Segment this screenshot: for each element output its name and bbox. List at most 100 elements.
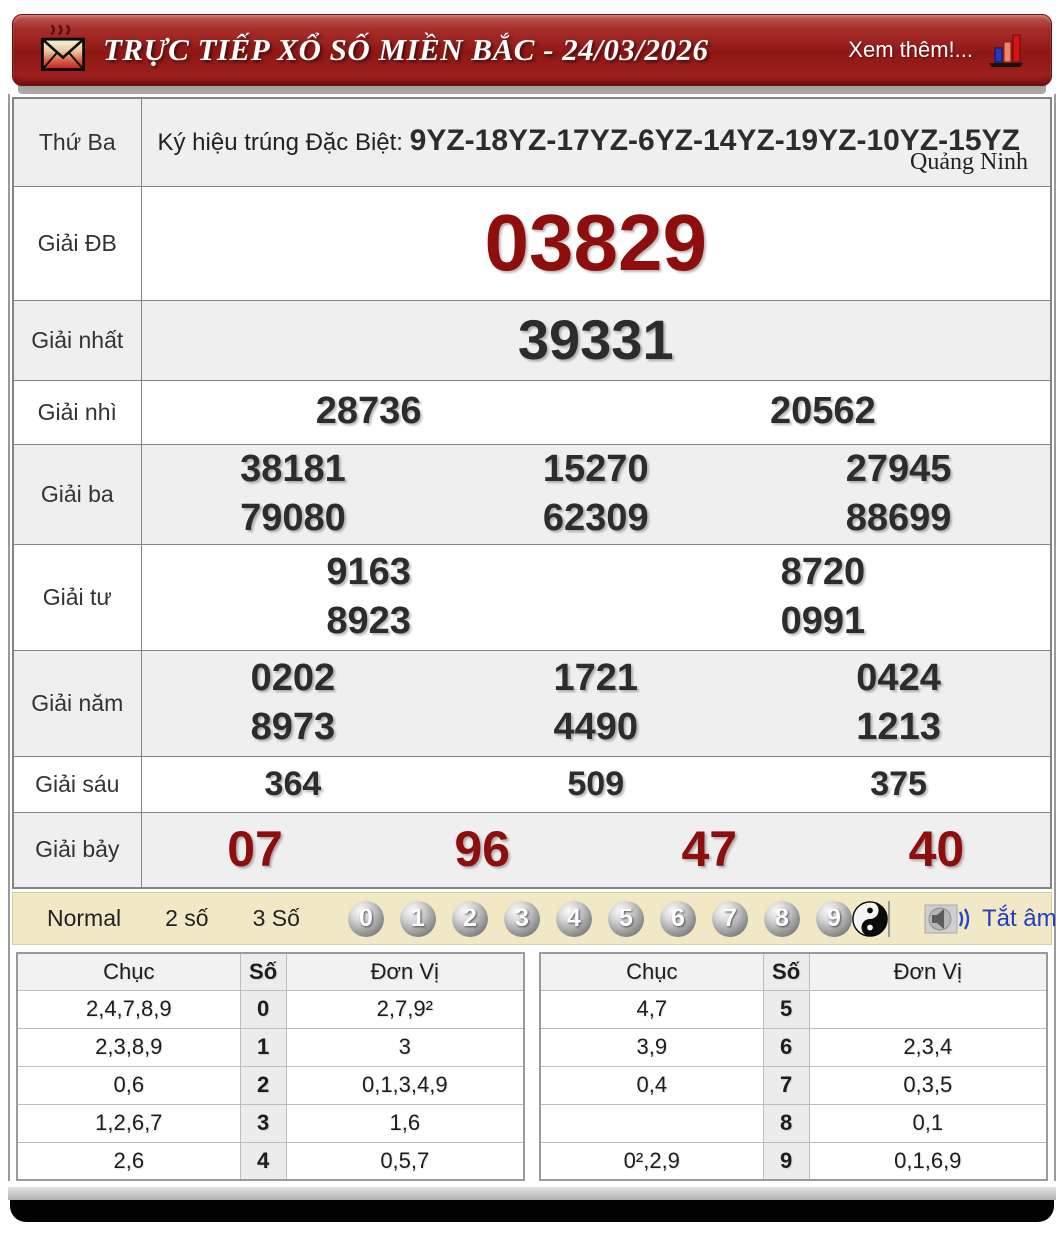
number-ball-4[interactable]: 4 bbox=[555, 900, 592, 937]
stats-cell-so: 0 bbox=[239, 989, 287, 1029]
prize-label: Giải bảy bbox=[12, 811, 142, 889]
prize-label: Giải nhất bbox=[12, 299, 142, 381]
stats-cell-donvi: 1,6 bbox=[285, 1103, 525, 1143]
stats-cell-donvi: 0,3,5 bbox=[808, 1065, 1048, 1105]
stats-cell-donvi: 3 bbox=[285, 1027, 525, 1067]
stats-cell-donvi: 2,7,9² bbox=[285, 989, 525, 1029]
stats-cell-chuc: 0²,2,9 bbox=[539, 1141, 764, 1181]
mute-button[interactable]: Tắt âm bbox=[981, 904, 1057, 932]
stats-cell-chuc: 1,2,6,7 bbox=[16, 1103, 241, 1143]
header-bar: TRỰC TIẾP XỔ SỐ MIỀN BẮC - 24/03/2026 Xe… bbox=[12, 14, 1052, 86]
stats-cell-donvi: 0,1,3,4,9 bbox=[285, 1065, 525, 1105]
stats-row: 4,7 5 bbox=[539, 989, 1048, 1029]
prize-number: 8923 bbox=[326, 600, 411, 642]
stats-cell-chuc: 0,6 bbox=[16, 1065, 241, 1105]
prize-row-sau: Giải sáu 364 509 375 bbox=[12, 755, 1052, 813]
see-more-link[interactable]: Xem thêm!... bbox=[848, 37, 973, 62]
prize-number: 38181 bbox=[240, 447, 346, 490]
stats-row: 1,2,6,7 3 1,6 bbox=[16, 1103, 525, 1143]
number-ball-5[interactable]: 5 bbox=[607, 900, 644, 937]
prize-row-nhi: Giải nhì 28736 20562 bbox=[12, 379, 1052, 445]
yin-yang-ball[interactable] bbox=[852, 900, 888, 937]
stats-cell-chuc: 4,7 bbox=[539, 989, 764, 1029]
stats-table-right: Chục Số Đơn Vị 4,7 5 3,9 6 2,3,4 0,4 7 0,3,5 8 0,… bbox=[539, 952, 1048, 1181]
prize-numbers-cell: 364 509 375 bbox=[140, 755, 1052, 813]
separator bbox=[887, 900, 890, 937]
prize-label: Giải nhì bbox=[12, 379, 142, 445]
province-label: Quảng Ninh bbox=[910, 148, 1028, 175]
mode-2-digits[interactable]: 2 số bbox=[165, 905, 209, 931]
number-ball-6[interactable]: 6 bbox=[659, 900, 696, 937]
stats-cell-so: 7 bbox=[762, 1065, 810, 1105]
prize-number: 20562 bbox=[770, 390, 876, 433]
number-ball-7[interactable]: 7 bbox=[711, 900, 748, 937]
number-ball-1[interactable]: 1 bbox=[399, 900, 436, 937]
prize-numbers-cell: 03829 bbox=[140, 185, 1052, 301]
prize-number: 509 bbox=[567, 764, 625, 803]
prize-number: 364 bbox=[264, 764, 322, 803]
stats-cell-chuc bbox=[539, 1103, 764, 1143]
prize-number: 1213 bbox=[856, 706, 941, 748]
prize-number: 375 bbox=[870, 764, 927, 803]
number-ball-0[interactable]: 0 bbox=[347, 900, 384, 937]
prize-row-tu: Giải tư 9163 8720 8923 0991 bbox=[12, 543, 1052, 651]
stats-section: Chục Số Đơn Vị 2,4,7,8,9 0 2,7,9² 2,3,8,9 1 3… bbox=[16, 952, 1048, 1181]
content-frame: Thứ Ba Ký hiệu trúng Đặc Biệt: 9YZ-18YZ-… bbox=[8, 94, 1057, 1181]
stats-cell-chuc: 2,6 bbox=[16, 1141, 241, 1181]
stats-row: 0,6 2 0,1,3,4,9 bbox=[16, 1065, 525, 1105]
mode-3-digits[interactable]: 3 Số bbox=[252, 905, 300, 931]
prize-number: 0202 bbox=[250, 656, 336, 699]
prize-label: Giải ba bbox=[12, 443, 142, 545]
prize-number: 0424 bbox=[856, 656, 941, 699]
stats-table-left: Chục Số Đơn Vị 2,4,7,8,9 0 2,7,9² 2,3,8,9 1 3… bbox=[16, 952, 525, 1181]
prize-number: 47 bbox=[681, 821, 738, 878]
prize-number: 27945 bbox=[845, 447, 952, 490]
prize-number: 96 bbox=[454, 821, 510, 878]
prize-number: 40 bbox=[908, 821, 965, 878]
stats-cell-chuc: 2,3,8,9 bbox=[16, 1027, 241, 1067]
stats-header-chuc: Chục bbox=[539, 952, 764, 991]
sign-codes: 9YZ-18YZ-17YZ-6YZ-14YZ-19YZ-10YZ-15YZ bbox=[409, 124, 1020, 158]
stats-cell-donvi: 0,1,6,9 bbox=[808, 1141, 1048, 1181]
stats-row: 8 0,1 bbox=[539, 1103, 1048, 1143]
stats-cell-so: 4 bbox=[239, 1141, 287, 1181]
prize-number: 03829 bbox=[484, 198, 707, 287]
prize-number: 62309 bbox=[542, 497, 649, 539]
stats-row: 2,6 4 0,5,7 bbox=[16, 1141, 525, 1181]
prize-label: Giải năm bbox=[12, 649, 142, 757]
mute-group[interactable]: Tắt âm bbox=[887, 900, 1057, 937]
number-ball-3[interactable]: 3 bbox=[503, 900, 540, 937]
prize-number: 0991 bbox=[780, 600, 866, 642]
stats-body-left: 2,4,7,8,9 0 2,7,9² 2,3,8,9 1 3 0,6 2 0,1,3,4,9 1,… bbox=[16, 989, 525, 1181]
stats-cell-so: 1 bbox=[239, 1027, 287, 1067]
stats-row: 2,4,7,8,9 0 2,7,9² bbox=[16, 989, 525, 1029]
stats-cell-so: 5 bbox=[762, 989, 810, 1029]
prize-numbers-cell: 38181 15270 27945 79080 62309 88699 bbox=[140, 443, 1052, 545]
prize-number: 28736 bbox=[315, 390, 422, 433]
number-ball-2[interactable]: 2 bbox=[451, 900, 488, 937]
stats-body-right: 4,7 5 3,9 6 2,3,4 0,4 7 0,3,5 8 0,1 0²,2,9 9 0,1,6,9 bbox=[539, 989, 1048, 1181]
prize-row-bay: Giải bảy 07 96 47 40 bbox=[12, 811, 1052, 889]
stats-row: 2,3,8,9 1 3 bbox=[16, 1027, 525, 1067]
prize-number: 4490 bbox=[553, 706, 639, 748]
stats-header-chuc: Chục bbox=[16, 952, 241, 991]
stats-cell-so: 9 bbox=[762, 1141, 810, 1181]
footer-bar bbox=[10, 1200, 1054, 1222]
stats-cell-donvi: 0,5,7 bbox=[285, 1141, 525, 1181]
number-ball-8[interactable]: 8 bbox=[763, 900, 800, 937]
chart-icon[interactable] bbox=[987, 30, 1025, 70]
stats-row: 0,4 7 0,3,5 bbox=[539, 1065, 1048, 1105]
prize-number: 15270 bbox=[542, 447, 649, 490]
sign-row: Thứ Ba Ký hiệu trúng Đặc Biệt: 9YZ-18YZ-… bbox=[12, 97, 1052, 187]
number-ball-9[interactable]: 9 bbox=[815, 900, 852, 937]
prize-row-db: Giải ĐB 03829 bbox=[12, 185, 1052, 301]
stats-cell-so: 6 bbox=[762, 1027, 810, 1067]
stats-header-row: Chục Số Đơn Vị bbox=[16, 952, 525, 991]
stats-row: 0²,2,9 9 0,1,6,9 bbox=[539, 1141, 1048, 1181]
mode-normal[interactable]: Normal bbox=[47, 905, 122, 931]
stats-cell-chuc: 3,9 bbox=[539, 1027, 764, 1067]
stats-cell-chuc: 0,4 bbox=[539, 1065, 764, 1105]
speaker-icon[interactable] bbox=[924, 902, 974, 936]
prize-label: Giải tư bbox=[12, 543, 142, 651]
